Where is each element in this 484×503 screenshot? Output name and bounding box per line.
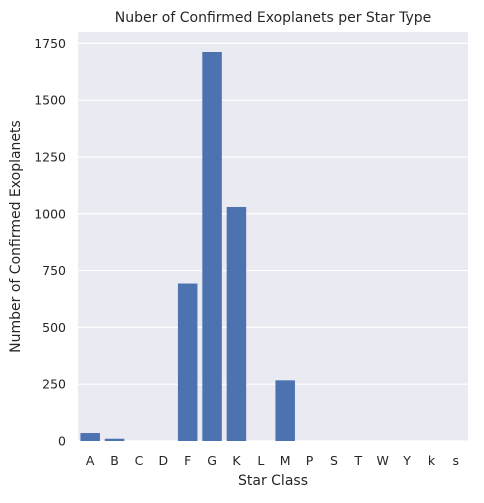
bar-M <box>275 380 295 441</box>
y-tick-label: 1750 <box>34 36 66 51</box>
y-tick-label: 500 <box>42 320 66 335</box>
chart-title: Nuber of Confirmed Exoplanets per Star T… <box>115 10 432 26</box>
bar-A <box>80 433 100 441</box>
x-tick-label: B <box>110 453 119 468</box>
y-tick-label: 1250 <box>34 149 66 164</box>
y-tick-label: 250 <box>42 377 66 392</box>
y-tick-labels: 0 250 500 750 1000 1250 1500 1750 <box>34 36 66 449</box>
y-tick-label: 0 <box>58 434 66 449</box>
bars <box>80 51 295 442</box>
x-axis-label: Star Class <box>238 473 308 489</box>
x-tick-label: S <box>330 453 338 468</box>
plot-background <box>78 32 468 441</box>
y-tick-label: 1500 <box>34 93 66 108</box>
x-tick-label: G <box>207 453 217 468</box>
x-tick-label: W <box>377 453 389 468</box>
y-axis-label: Number of Confirmed Exoplanets <box>8 120 24 353</box>
x-tick-label: K <box>232 453 241 468</box>
x-tick-label: A <box>86 453 95 468</box>
bar-G <box>202 51 222 442</box>
x-tick-label: T <box>353 453 362 468</box>
x-tick-label: M <box>280 453 291 468</box>
bar-F <box>177 283 198 441</box>
gridlines <box>78 42 468 442</box>
bar-B <box>104 438 125 441</box>
x-tick-label: C <box>135 453 144 468</box>
x-tick-label: F <box>184 453 191 468</box>
bar-K <box>226 206 247 441</box>
x-tick-label: k <box>428 453 436 468</box>
x-tick-label: D <box>158 453 168 468</box>
x-tick-label: Y <box>402 453 411 468</box>
x-tick-label: s <box>453 453 460 468</box>
y-tick-label: 750 <box>42 263 66 278</box>
x-tick-label: P <box>306 453 314 468</box>
x-tick-label: L <box>257 453 264 468</box>
y-tick-label: 1000 <box>34 206 66 221</box>
